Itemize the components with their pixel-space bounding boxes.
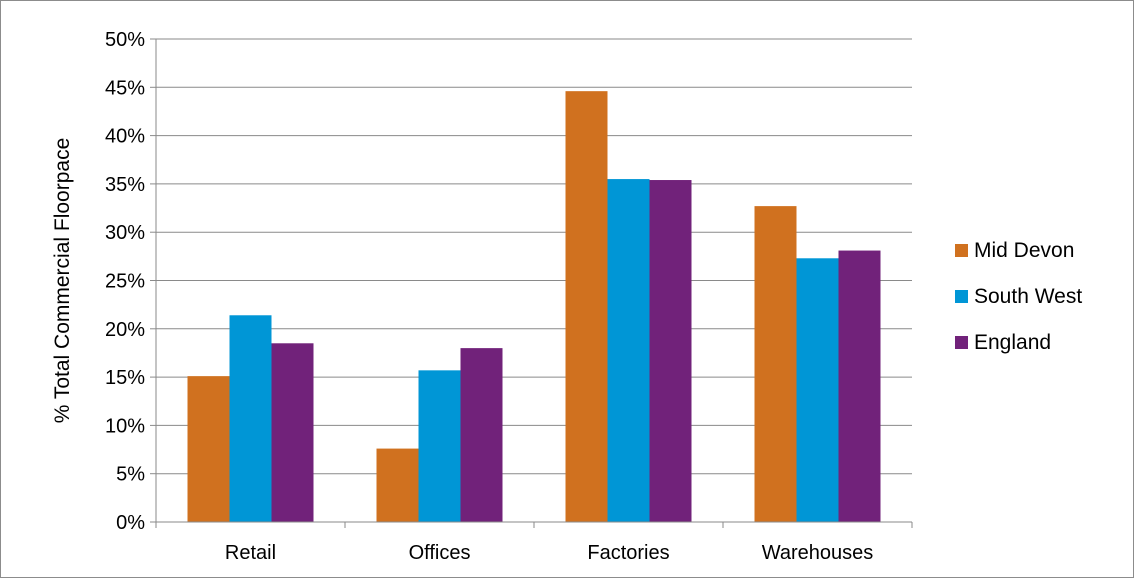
- bars: [187, 91, 881, 523]
- bar-south-west-warehouses: [796, 258, 839, 522]
- y-axis-ticks: 0% 5% 10% 15% 20% 25% 30% 35% 40% 45% 50%: [105, 29, 156, 534]
- bar-south-west-offices: [418, 370, 461, 522]
- bar-mid-devon-warehouses: [754, 206, 797, 523]
- y-tick-label: 10%: [105, 415, 145, 437]
- bar-england-factories: [649, 180, 692, 522]
- legend-label: South West: [974, 285, 1082, 308]
- legend-label: Mid Devon: [974, 239, 1074, 262]
- legend: Mid Devon South West England: [955, 239, 1082, 354]
- bar-south-west-factories: [607, 179, 650, 522]
- bar-england-retail: [271, 343, 314, 522]
- y-tick-label: 30%: [105, 222, 145, 244]
- y-axis-title: % Total Commercial Floorpace: [51, 138, 74, 424]
- y-tick-label: 20%: [105, 319, 145, 341]
- bar-england-warehouses: [838, 250, 881, 522]
- x-tick-label: Offices: [409, 542, 471, 564]
- legend-swatch-england: [955, 336, 968, 349]
- bar-mid-devon-retail: [187, 376, 230, 522]
- y-tick-label: 0%: [116, 512, 145, 534]
- bar-south-west-retail: [229, 315, 272, 522]
- y-tick-label: 50%: [105, 29, 145, 51]
- y-tick-label: 45%: [105, 77, 145, 99]
- x-tick-label: Factories: [587, 542, 669, 564]
- legend-label: England: [974, 331, 1051, 354]
- legend-swatch-mid-devon: [955, 244, 968, 257]
- y-tick-label: 15%: [105, 367, 145, 389]
- x-tick-label: Retail: [225, 542, 276, 564]
- x-tick-label: Warehouses: [762, 542, 874, 564]
- legend-swatch-south-west: [955, 290, 968, 303]
- bar-england-offices: [460, 348, 503, 522]
- y-tick-label: 35%: [105, 174, 145, 196]
- y-tick-label: 5%: [116, 464, 145, 486]
- y-tick-label: 25%: [105, 271, 145, 293]
- x-axis-ticks: Retail Offices Factories Warehouses: [155, 522, 913, 564]
- bar-mid-devon-factories: [565, 91, 608, 522]
- bar-mid-devon-offices: [376, 448, 419, 522]
- y-tick-label: 40%: [105, 126, 145, 148]
